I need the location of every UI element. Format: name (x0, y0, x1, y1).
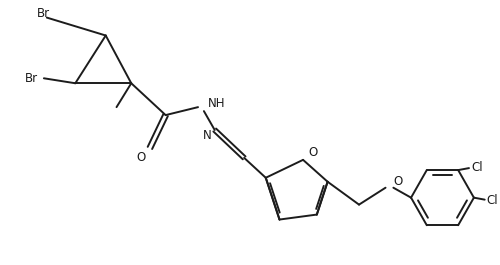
Text: O: O (394, 175, 402, 188)
Text: O: O (308, 146, 318, 159)
Text: Br: Br (25, 72, 38, 85)
Text: Cl: Cl (486, 194, 498, 207)
Text: NH: NH (208, 97, 226, 110)
Text: N: N (202, 130, 211, 143)
Text: O: O (136, 151, 145, 164)
Text: Br: Br (37, 7, 50, 20)
Text: Cl: Cl (471, 161, 482, 174)
